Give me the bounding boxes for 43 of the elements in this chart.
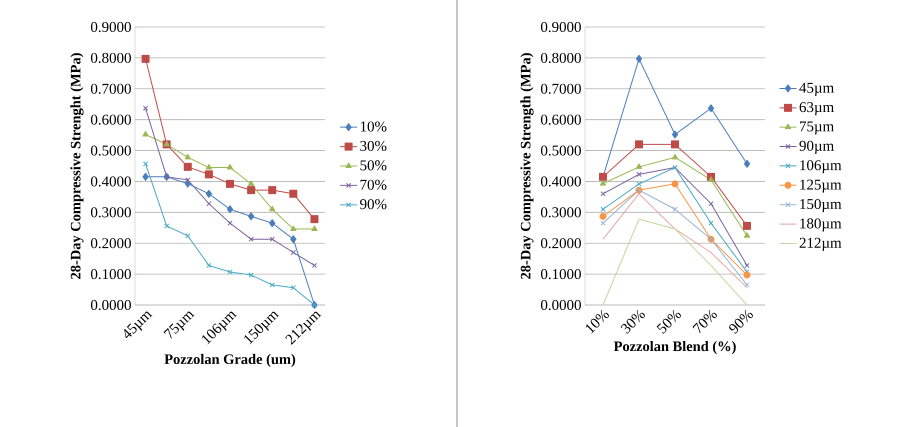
legend-label: 10% [360,121,386,132]
legend-label: 63µm [800,102,834,116]
x-tick-label: 90% [729,310,753,334]
legend-label: 212µm [800,238,842,251]
legend-label: 30% [360,140,386,152]
x-tick-label: 10% [586,310,609,334]
x-axis-title: Pozzolan Grade (um) [164,354,296,367]
x-tick-label: 30% [620,310,645,334]
y-tick-label: 0.9000 [90,22,131,32]
y-tick-label: 0.0000 [540,300,581,310]
y-tick-label: 0.6000 [540,114,581,125]
legend-label: 125µm [800,180,842,193]
legend-label: 70% [360,180,386,190]
y-tick-label: 0.7000 [540,84,581,94]
legend-label: 75µm [800,122,834,134]
y-tick-label: 0.6000 [90,114,131,125]
y-tick-label: 0.4000 [90,176,131,187]
y-tick-label: 0.0000 [90,300,131,310]
y-tick-label: 0.8000 [540,52,581,63]
legend-label: 150µm [800,198,842,212]
x-tick-label: 50% [656,310,681,334]
y-tick-label: 0.1000 [540,269,581,280]
x-tick-label: 70% [692,310,717,334]
y-tick-label: 0.3000 [540,207,581,218]
legend-label: 180µm [800,218,842,232]
y-tick-label: 0.2000 [90,238,131,248]
y-tick-label: 0.1000 [90,269,131,280]
y-tick-label: 0.7000 [90,84,131,94]
y-tick-label: 0.5000 [90,145,131,156]
y-tick-label: 0.2000 [540,238,581,248]
y-tick-label: 0.4000 [540,176,581,187]
legend-label: 90µm [799,140,834,154]
y-axis-title: 28-Day Compressive Strength (MPa) [520,53,534,279]
legend-label: 106µm [800,160,842,174]
y-tick-label: 0.3000 [90,207,131,218]
legend-label: 90% [360,199,386,210]
legend-label: 50% [360,160,386,170]
y-tick-label: 0.8000 [90,52,131,63]
y-axis-title: 28-Day Compressive Strenght (MPa) [70,53,84,279]
legend-label: 45µm [799,82,834,96]
y-tick-label: 0.9000 [540,22,581,32]
y-tick-label: 0.5000 [540,145,581,156]
x-axis-title: Pozzolan Blend (%) [614,340,736,354]
